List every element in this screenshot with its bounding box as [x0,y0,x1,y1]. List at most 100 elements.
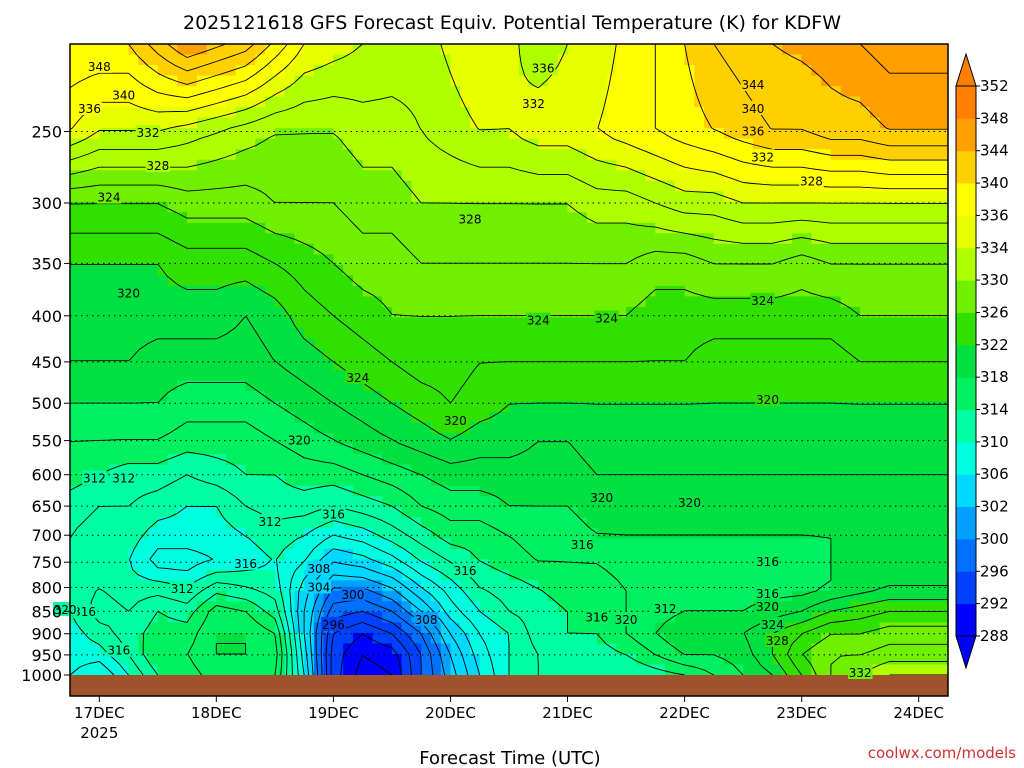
heatmap-cell [187,201,198,213]
heatmap-cell [733,401,744,413]
heatmap-cell [274,559,286,571]
heatmap-cell [372,285,383,297]
heatmap-cell [713,538,725,550]
heatmap-cell [684,391,695,403]
heatmap-cell [791,548,803,560]
heatmap-cell [177,107,188,119]
heatmap-cell [177,454,188,466]
heatmap-cell [821,243,832,255]
heatmap-cell [645,517,656,529]
heatmap-cell [772,338,783,350]
heatmap-cell [255,475,266,487]
heatmap-cell [430,233,442,245]
heatmap-cell [226,569,237,581]
heatmap-cell [548,506,559,518]
heatmap-cell [684,201,695,213]
heatmap-cell [811,391,822,403]
heatmap-cell [655,370,666,382]
heatmap-cell [294,254,305,266]
heatmap-cell [245,475,256,487]
heatmap-cell [538,590,549,602]
heatmap-cell [313,653,325,666]
heatmap-cell [723,191,734,203]
heatmap-cell [391,159,403,171]
heatmap-cell [762,75,773,87]
heatmap-cell [713,412,725,424]
heatmap-cell [313,359,325,371]
heatmap-cell [343,243,354,255]
heatmap-cell [372,506,383,518]
heatmap-cell [372,580,383,592]
heatmap-cell [157,464,169,476]
heatmap-cell [509,632,520,645]
heatmap-cell [79,401,91,413]
heatmap-cell [752,243,764,255]
heatmap-cell [440,422,452,434]
heatmap-cell [274,643,286,655]
heatmap-cell [89,75,100,87]
heatmap-cell [450,212,461,224]
heatmap-cell [665,485,676,497]
heatmap-cell [548,285,559,297]
heatmap-cell [479,107,491,119]
heatmap-cell [684,212,695,224]
heatmap-cell [704,454,715,466]
heatmap-cell [294,275,305,287]
heatmap-cell [538,75,549,87]
heatmap-cell [440,65,452,77]
heatmap-cell [196,138,208,150]
heatmap-cell [157,569,169,581]
heatmap-cell [274,443,286,455]
heatmap-cell [782,664,793,676]
heatmap-cell [713,264,725,276]
heatmap-cell [128,464,139,476]
heatmap-cell [382,254,393,266]
heatmap-cell [616,54,627,66]
heatmap-cell [655,359,666,371]
heatmap-cell [440,75,452,87]
heatmap-cell [138,464,149,476]
heatmap-cell [235,107,247,119]
heatmap-cell [79,327,91,340]
heatmap-cell [109,317,120,329]
heatmap-cell [79,348,91,361]
heatmap-cell [869,632,881,645]
heatmap-cell [323,454,334,466]
heatmap-cell [450,538,461,550]
heatmap-cell [752,359,764,371]
heatmap-cell [284,44,295,56]
heatmap-cell [723,222,734,234]
heatmap-cell [284,275,295,287]
heatmap-cell [645,527,656,539]
heatmap-cell [294,96,305,108]
heatmap-cell [684,264,695,276]
heatmap-cell [801,433,813,445]
heatmap-cell [421,559,432,571]
heatmap-cell [479,170,491,182]
heatmap-cell [206,506,217,518]
heatmap-cell [674,580,686,592]
heatmap-cell [674,590,686,602]
heatmap-cell [206,433,217,445]
heatmap-cell [245,65,256,77]
heatmap-cell [772,275,783,287]
heatmap-cell [587,222,598,234]
heatmap-cell [489,611,500,624]
heatmap-cell [294,496,305,508]
heatmap-cell [99,264,110,276]
heatmap-cell [265,496,276,508]
heatmap-cell [118,138,130,150]
heatmap-cell [304,138,315,150]
heatmap-cell [645,391,656,403]
heatmap-cell [577,327,588,340]
heatmap-cell [567,590,578,602]
heatmap-cell [567,580,578,592]
heatmap-cell [782,412,793,424]
heatmap-cell [343,506,354,518]
heatmap-cell [704,222,715,234]
heatmap-cell [99,306,110,319]
heatmap-cell [596,664,608,676]
heatmap-cell [99,201,110,213]
heatmap-cell [206,422,217,434]
heatmap-cell [538,443,549,455]
